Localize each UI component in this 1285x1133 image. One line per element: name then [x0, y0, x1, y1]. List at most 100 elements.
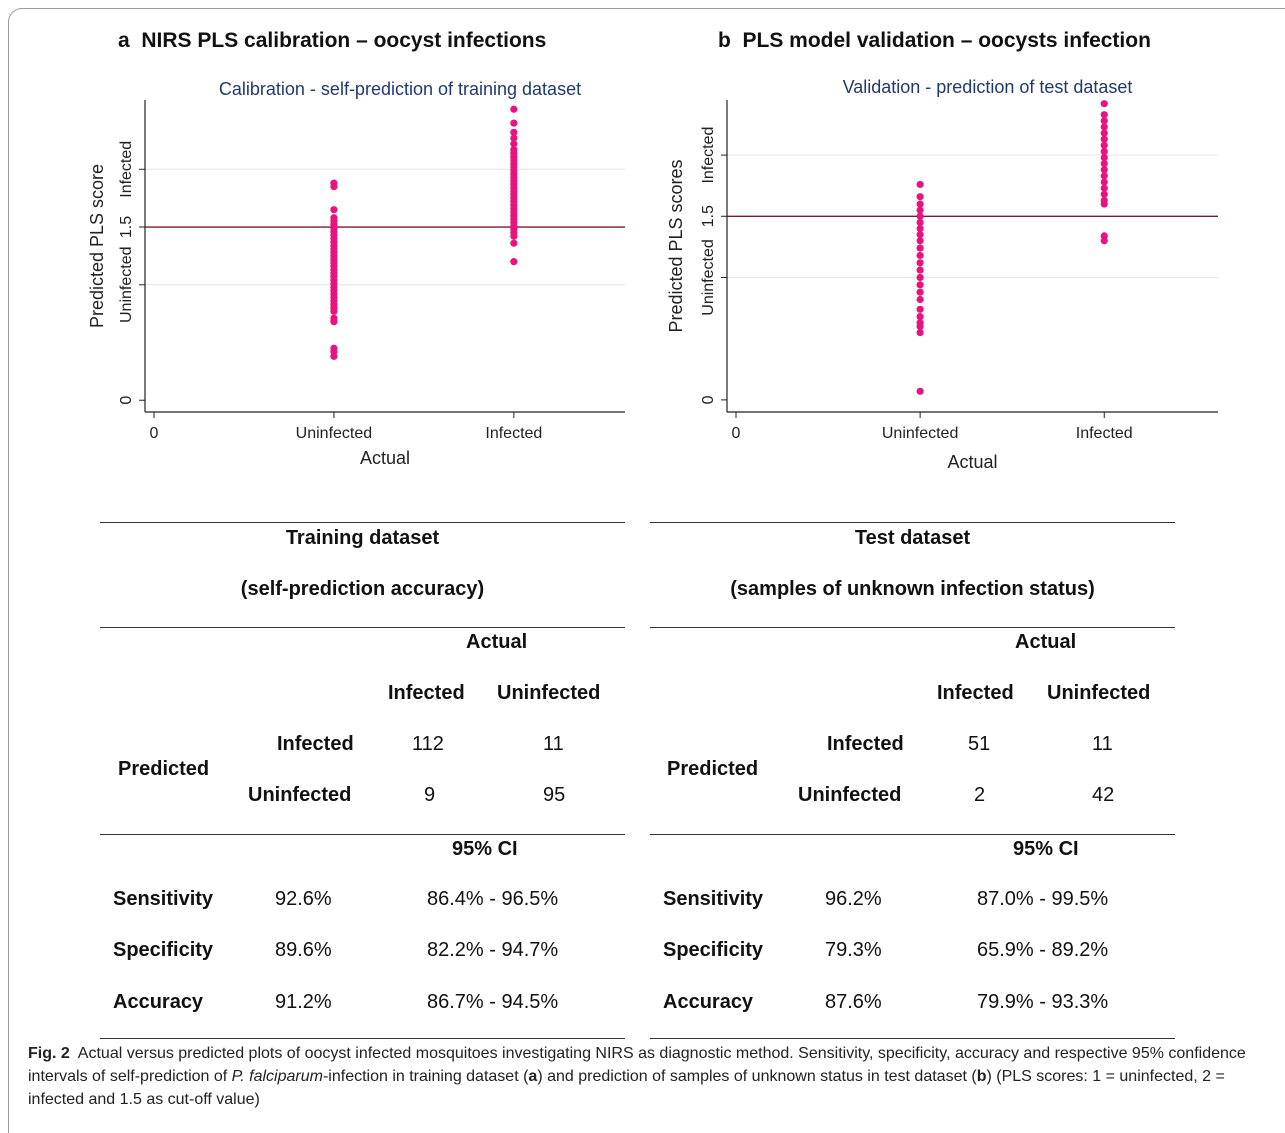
table-b-ci-label: 95% CI [1013, 838, 1079, 860]
table-b-cell: 2 [974, 784, 986, 806]
caption-ref-a: a [528, 1068, 538, 1085]
table-a-stat-value: 89.6% [275, 939, 332, 961]
data-point [916, 295, 924, 304]
y-tick-label: Uninfected [118, 247, 135, 324]
data-point [916, 288, 924, 296]
data-point [916, 231, 924, 239]
table-a-rule-bottom [100, 1038, 625, 1039]
table-a-col-infected: Infected [388, 682, 465, 704]
caption-fig-label: Fig. 2 [28, 1045, 70, 1062]
y-tick-label: Uninfected [700, 239, 717, 316]
table-a-col-uninfected: Uninfected [497, 682, 601, 704]
table-b-header-2: (samples of unknown infection status) [730, 578, 1095, 600]
table-a-stat-ci: 86.7% - 94.5% [427, 991, 559, 1013]
table-b-actual-label: Actual [1015, 631, 1077, 653]
table-a-stat-label: Sensitivity [113, 888, 214, 910]
table-a-header-2: (self-prediction accuracy) [240, 578, 485, 600]
caption-ref-b: b [976, 1068, 987, 1085]
panel-b-title: b PLS model validation – oocysts infecti… [718, 29, 1151, 53]
table-b-stat-value: 79.3% [825, 939, 882, 961]
data-point [330, 352, 338, 360]
data-point [916, 305, 924, 313]
chart-b: Validation - prediction of test dataset 0… [666, 77, 1218, 472]
data-point [510, 140, 518, 148]
data-point [916, 251, 924, 260]
data-point [1100, 160, 1108, 168]
data-point [916, 313, 924, 321]
data-point [916, 206, 924, 214]
x-axis-label: Actual [947, 452, 997, 472]
table-a-stat-ci: 82.2% - 94.7% [427, 939, 559, 961]
data-point [330, 206, 338, 214]
panel-a-title: a NIRS PLS calibration – oocyst infectio… [118, 29, 546, 53]
data-point [1100, 178, 1108, 186]
x-tick-label: 0 [150, 425, 159, 442]
data-point [916, 180, 924, 189]
data-point [1100, 237, 1108, 245]
data-point [916, 273, 924, 282]
table-b-col-uninfected: Uninfected [1047, 682, 1151, 704]
panel-a-letter: a [118, 29, 130, 52]
table-b-rule-ci [650, 834, 1175, 835]
table-a-stat-value: 92.6% [275, 888, 332, 910]
table-b-stat-label: Sensitivity [663, 888, 764, 910]
data-point [1100, 141, 1108, 149]
data-point [916, 200, 924, 208]
table-b-stat-label: Specificity [663, 939, 764, 961]
data-point [1100, 190, 1108, 198]
data-point [510, 134, 518, 142]
data-point [510, 119, 518, 127]
caption-species: P. falciparum [231, 1068, 323, 1085]
data-point [916, 281, 924, 289]
x-tick-label: Uninfected [296, 425, 373, 442]
table-a-stat-ci: 86.4% - 96.5% [427, 888, 559, 910]
x-tick-label: Infected [1076, 425, 1133, 442]
data-point [1100, 153, 1108, 162]
data-point [916, 218, 924, 226]
table-b-stat-ci: 65.9% - 89.2% [977, 939, 1109, 961]
data-point [916, 259, 924, 267]
panel-b-title-text: PLS model validation – oocysts infection [742, 29, 1151, 52]
table-a-actual-label: Actual [466, 631, 528, 653]
y-axis-label: Predicted PLS score [87, 164, 107, 328]
caption-text-1: Actual versus predicted plots of oocyst … [28, 1045, 1246, 1085]
data-point [1100, 123, 1108, 131]
table-b-col-infected: Infected [937, 682, 1014, 704]
table-b-cell: 11 [1092, 733, 1113, 755]
table-a-cell: 9 [424, 784, 436, 806]
data-point [1100, 129, 1108, 137]
chart-title: Calibration - self-prediction of trainin… [219, 79, 581, 99]
caption-text-3: ) and prediction of samples of unknown s… [537, 1068, 977, 1085]
data-point [1100, 100, 1108, 108]
table-b-stat-ci: 87.0% - 99.5% [977, 888, 1109, 910]
data-point [510, 239, 518, 247]
table-a-cell: 95 [543, 784, 566, 806]
chart-title: Validation - prediction of test dataset [843, 77, 1133, 97]
table-b-row-infected: Infected [827, 733, 904, 755]
data-point [1100, 135, 1108, 143]
data-point [916, 328, 924, 337]
data-point [1100, 147, 1108, 156]
table-b-stat-value: 96.2% [825, 888, 882, 910]
data-point [916, 244, 924, 252]
data-point [510, 128, 518, 136]
table-a-ci-label: 95% CI [452, 838, 518, 860]
data-point [1100, 200, 1108, 208]
data-point [916, 237, 924, 245]
x-axis-label: Actual [360, 448, 410, 468]
table-a-cell: 11 [543, 733, 564, 755]
table-b-header-1: Test dataset [854, 527, 971, 549]
panel-a-title-text: NIRS PLS calibration – oocyst infections [141, 29, 547, 52]
table-a-rule-ci [100, 834, 625, 835]
figure-caption: Fig. 2 Actual versus predicted plots of … [28, 1042, 1273, 1111]
table-b-stat-value: 87.6% [825, 991, 882, 1013]
data-point [916, 266, 924, 274]
table-a-row-infected: Infected [277, 733, 354, 755]
table-a-predicted-label: Predicted [118, 758, 210, 780]
data-point [1100, 172, 1108, 180]
data-point [1100, 184, 1108, 192]
table-b-cell: 42 [1092, 784, 1115, 806]
caption-text-4: ) (PLS scores: 1 = uninfected, 2 = infec… [28, 1068, 1225, 1108]
data-point [1100, 166, 1108, 174]
data-point [330, 183, 338, 191]
